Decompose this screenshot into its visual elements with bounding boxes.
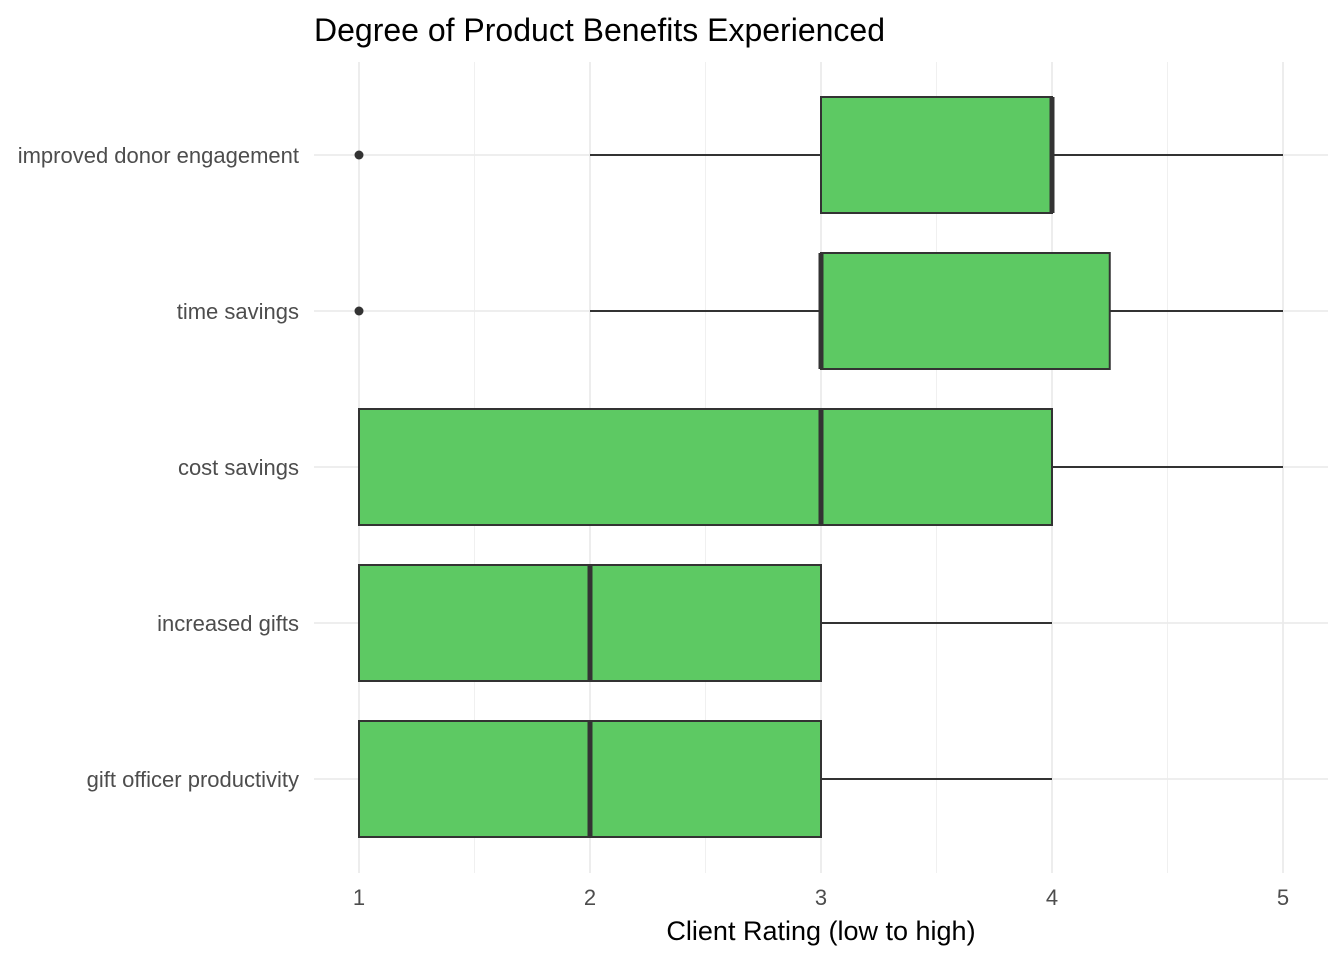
chart-title: Degree of Product Benefits Experienced [314,12,885,48]
x-tick-label: 2 [584,885,596,910]
x-tick-labels: 1 2 3 4 5 [353,885,1289,910]
category-label: increased gifts [157,611,299,636]
box [358,408,1053,526]
category-label: cost savings [178,455,299,480]
outlier-point [354,150,364,160]
box [820,252,1111,370]
category-label: improved donor engagement [18,143,299,168]
outlier-point [354,306,364,316]
x-tick-label: 1 [353,885,365,910]
whiskers [590,154,1283,780]
x-tick-label: 4 [1046,885,1058,910]
x-tick-label: 5 [1277,885,1289,910]
category-label: gift officer productivity [87,767,299,792]
boxes [358,96,1111,838]
box [820,96,1053,214]
category-labels: improved donor engagement time savings cos… [18,143,299,792]
x-tick-label: 3 [815,885,827,910]
outliers [354,150,364,316]
x-axis-label: Client Rating (low to high) [666,916,975,946]
category-label: time savings [177,299,299,324]
